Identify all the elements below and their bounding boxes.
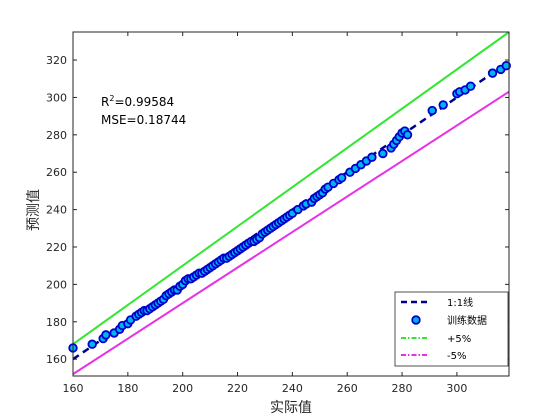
data-point (487, 68, 498, 78)
legend-label-training-data: 训练数据 (447, 314, 487, 327)
y-tick-label: 160 (46, 353, 67, 366)
data-point (402, 130, 413, 140)
data-point (87, 339, 97, 349)
x-tick-label: 300 (446, 382, 467, 395)
x-tick-label: 200 (172, 382, 193, 395)
legend-label-minus5: -5% (447, 351, 466, 362)
r-squared-value: =0.99584 (114, 95, 174, 109)
x-tick-label: 220 (227, 382, 248, 395)
y-tick-label: 180 (46, 316, 67, 329)
x-tick-label: 280 (392, 382, 413, 395)
y-tick-label: 320 (46, 54, 67, 67)
x-axis: 160 180 200 220 240 260 280 300 (63, 32, 467, 395)
data-point (337, 173, 347, 183)
minus5-line (72, 90, 510, 375)
legend-swatch-training-data (411, 315, 421, 325)
data-point (101, 330, 111, 340)
mse-annotation: MSE=0.18744 (101, 113, 186, 127)
y-tick-label: 260 (46, 166, 67, 179)
y-axis: 160 180 200 220 240 260 280 300 320 (46, 54, 509, 366)
legend-box (394, 291, 509, 367)
y-tick-label: 240 (46, 204, 67, 217)
plot-frame (72, 31, 510, 377)
data-point (367, 152, 377, 162)
y-tick-label: 220 (46, 241, 67, 254)
data-point (427, 105, 437, 116)
plus5-line (72, 31, 510, 346)
legend: 1:1线 训练数据 +5% -5% (394, 291, 509, 367)
y-tick-label: 280 (46, 129, 67, 142)
data-point (438, 100, 448, 110)
data-point (465, 81, 476, 91)
x-tick-label: 260 (337, 382, 358, 395)
plot-points (68, 60, 511, 353)
x-tick-label: 180 (117, 382, 138, 395)
r-squared-symbol: R (101, 95, 109, 109)
x-tick-label: 240 (282, 382, 303, 395)
x-axis-label: 实际值 (270, 400, 312, 416)
legend-label-fit-line: 1:1线 (447, 296, 473, 309)
legend-label-plus5: +5% (447, 334, 471, 345)
y-axis-label: 预测值 (26, 189, 42, 231)
y-tick-label: 200 (46, 278, 67, 291)
data-point (378, 148, 388, 159)
r-squared-superscript: 2 (109, 94, 114, 103)
data-point (501, 60, 511, 71)
r-squared-annotation: R2=0.99584 (101, 94, 174, 109)
x-tick-label: 160 (63, 382, 84, 395)
y-tick-label: 300 (46, 91, 67, 104)
